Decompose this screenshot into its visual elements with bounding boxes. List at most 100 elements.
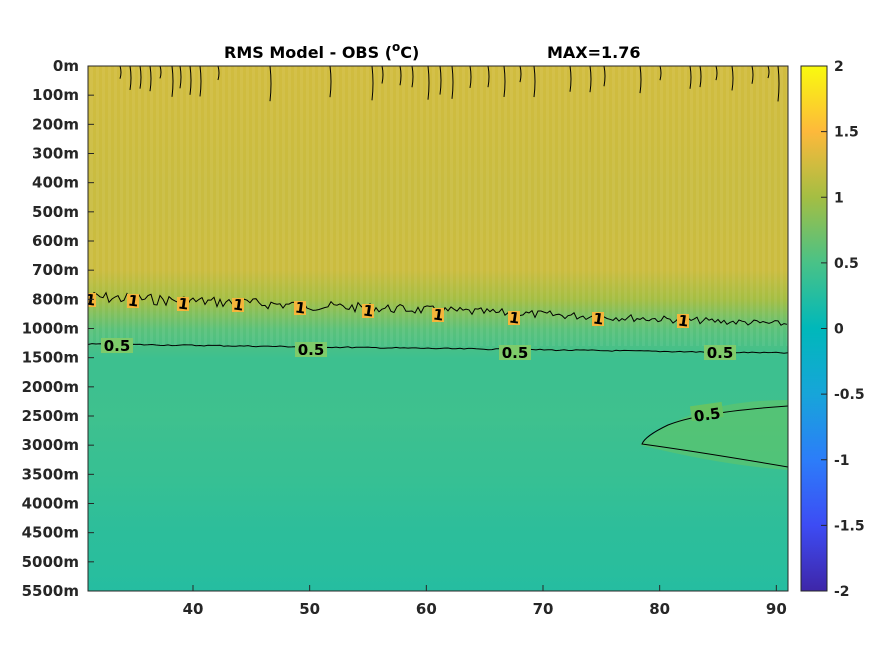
contour-spike [603,66,606,87]
contour-spike [139,66,142,89]
heat-band [88,561,788,591]
colorbar-tick-label: 1.5 [834,125,859,141]
heat-band [88,532,788,563]
y-tick-label: 800m [32,290,79,308]
heat-band [88,386,788,417]
colorbar-tick-label: 0.5 [834,256,859,272]
y-tick-label: 5500m [22,582,79,600]
contour-label-bg [704,345,736,360]
contour-spike [451,66,454,99]
contour-label-bg [295,342,327,357]
y-tick-label: 2000m [22,378,79,396]
y-tick-label: 1500m [22,349,79,367]
heat-band [88,357,788,388]
y-tick-label: 2500m [22,407,79,425]
contour-spike [689,66,692,89]
y-tick-label: 3500m [22,465,79,483]
contour-spike [371,66,374,101]
contour-label-bg [592,312,604,326]
heat-band [88,474,788,505]
y-tick-label: 4500m [22,524,79,542]
contour-spike [179,66,182,89]
contour-spike [411,66,414,88]
contour-label-bg [88,293,96,307]
contour-label-bg [101,338,133,353]
contour-label-bg [362,304,374,318]
contour-spike [751,66,754,84]
contour-spike [639,66,642,94]
max-label: MAX=1.76 [547,43,641,62]
contour-label-bg [499,345,531,360]
warm-patch [640,400,788,470]
contour-label: 1 [294,298,307,317]
contour-spike [329,66,332,98]
plot-area: 1 1 1 1 1 1 1 1 1 1 0.5 0.5 0.5 0.5 0.5 [84,66,788,591]
y-tick-label: 5000m [22,553,79,571]
colorbar-tick-label: -2 [834,584,850,600]
x-tick-label: 70 [533,600,554,618]
contour-spike [199,66,202,97]
colorbar-ticks: 2 1.5 1 0.5 0 -0.5 -1 -1.5 -2 [821,59,865,600]
contour-spike [469,66,472,89]
contour-label-bg [232,298,244,312]
colorbar-tick-label: 1 [834,190,844,206]
contour-label: 1 [177,294,190,313]
y-tick-label: 300m [32,145,79,163]
contour-spike [699,66,702,88]
contour-lines: 1 1 1 1 1 1 1 1 1 1 0.5 0.5 0.5 0.5 0.5 [84,66,788,468]
contour-spike [519,66,522,83]
contour-spike [171,66,174,97]
y-tick-label: 4000m [22,495,79,513]
contour-spike [503,66,506,98]
contour-label-bg [177,297,189,311]
colorbar-tick-label: -0.5 [834,387,865,403]
contour-label-bg [432,308,444,322]
contour-label: 1 [362,301,375,320]
contour-label: 0.5 [298,341,325,359]
contour-label-bg [689,401,724,422]
contour-label-bg [127,294,139,308]
y-tick-label: 3000m [22,436,79,454]
contour-spike [569,66,572,92]
contour-spike [715,66,718,81]
contour-label: 1 [84,290,97,309]
contour-label: 0.5 [502,344,529,362]
contour-spike [427,66,430,100]
contour-label-bg [508,311,520,325]
texture-overlay [88,66,788,346]
contour-spike [149,66,152,92]
colorbar-tick-label: -1 [834,453,850,469]
contour-spike [399,66,402,86]
x-tick-label: 50 [299,600,320,618]
y-tick-label: 600m [32,232,79,250]
contour-spike [217,66,220,81]
y-axis: 0m 100m 200m 300m 400m 500m 600m 700m 800m 1000m 1… [22,57,94,600]
contour-spike [269,66,272,102]
contour-label-bg [677,314,689,328]
colorbar-tick-label: -1.5 [834,518,865,534]
contour-label: 1 [677,311,690,330]
contour-spike [159,66,162,79]
contour-spike [439,66,442,95]
x-tick-label: 90 [766,600,787,618]
x-axis: 40 50 60 70 80 90 [183,585,787,618]
x-tick-label: 60 [416,600,437,618]
colorbar-tick-label: 0 [834,322,844,338]
contour-label: 1 [127,291,140,310]
contour-spike [659,66,662,81]
y-tick-label: 100m [32,86,79,104]
contour-line-05 [88,343,788,354]
contour-spike [731,66,734,91]
x-tick-label: 80 [649,600,670,618]
contour-label: 0.5 [707,344,734,362]
contour-spike [381,66,384,84]
contour-label: 1 [432,305,445,324]
contour-label: 0.5 [693,404,722,426]
contour-spike [129,66,132,91]
contour-label: 1 [508,308,521,327]
y-tick-label: 500m [32,203,79,221]
contour-label: 1 [232,295,245,314]
contour-spike [589,66,592,93]
x-tick-label: 40 [183,600,204,618]
